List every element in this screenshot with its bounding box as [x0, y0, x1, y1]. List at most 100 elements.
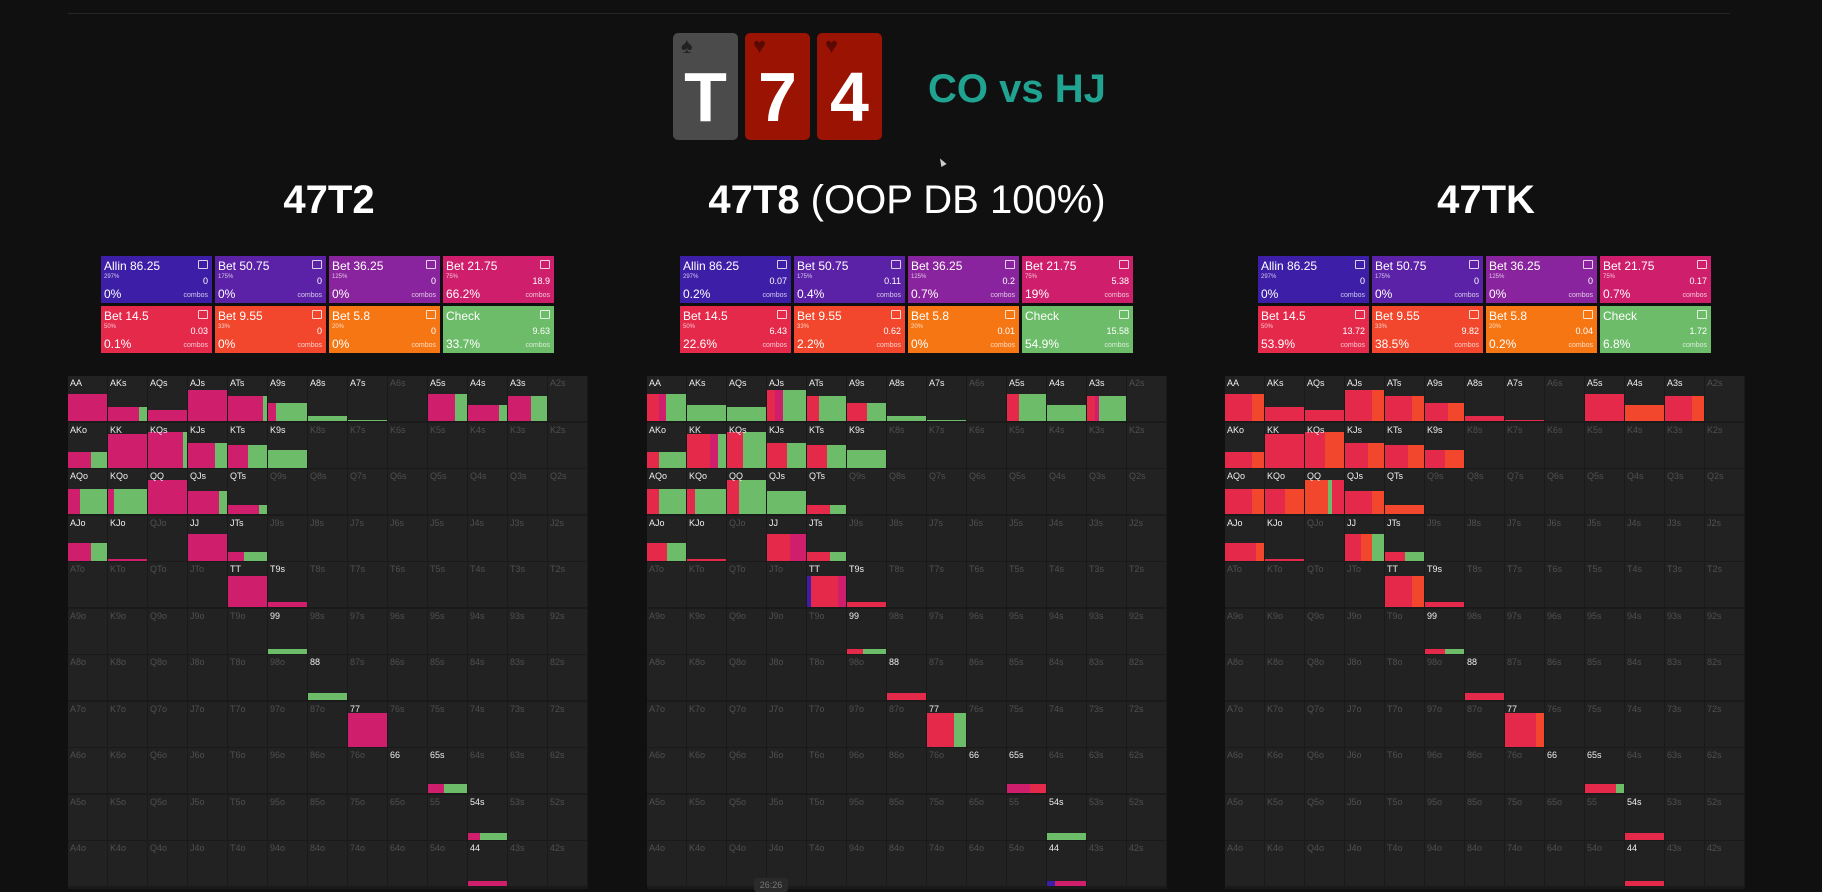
hand-cell[interactable]: K6o	[108, 748, 147, 793]
hand-cell[interactable]: 99	[847, 608, 886, 654]
hand-cell[interactable]: QJs	[767, 469, 806, 514]
hand-cell[interactable]: K8o	[687, 655, 726, 700]
hand-cell[interactable]: 44	[1047, 841, 1086, 886]
hand-cell[interactable]: QQ	[148, 469, 187, 514]
hand-cell[interactable]: T4o	[807, 841, 846, 886]
action-box[interactable]: Bet 5.8 20% 0.01 0% combos	[908, 306, 1019, 353]
action-box[interactable]: Bet 9.55 33% 9.82 38.5% combos	[1372, 306, 1483, 353]
hand-cell[interactable]: T2s	[548, 562, 587, 607]
hand-cell[interactable]: JTo	[1345, 562, 1384, 607]
hand-cell[interactable]: J4s	[1047, 515, 1086, 561]
hand-cell[interactable]: A7o	[68, 701, 107, 747]
hand-cell[interactable]: 95o	[268, 794, 307, 840]
hand-cell[interactable]: 86o	[308, 748, 347, 793]
hand-cell[interactable]: 54o	[1007, 841, 1046, 886]
action-box[interactable]: Bet 5.8 20% 0.04 0.2% combos	[1486, 306, 1597, 353]
hand-cell[interactable]: 86o	[887, 748, 926, 793]
hand-cell[interactable]: 64o	[967, 841, 1006, 886]
hand-cell[interactable]: 76s	[388, 701, 427, 747]
details-icon[interactable]	[1355, 310, 1365, 319]
hand-cell[interactable]: 66	[388, 748, 427, 793]
hand-cell[interactable]: 84s	[468, 655, 507, 700]
hand-cell[interactable]: J9o	[1345, 608, 1384, 654]
hand-cell[interactable]: 54o	[1585, 841, 1624, 886]
hand-cell[interactable]: A5s	[428, 376, 467, 421]
hand-cell[interactable]: J7s	[348, 515, 387, 561]
hand-cell[interactable]: 74s	[1047, 701, 1086, 747]
hand-cell[interactable]: J6s	[1545, 515, 1584, 561]
hand-cell[interactable]: Q8o	[148, 655, 187, 700]
hand-cell[interactable]: T7s	[927, 562, 966, 607]
hand-cell[interactable]: 72s	[1705, 701, 1744, 747]
action-box[interactable]: Check 1.72 6.8% combos	[1600, 306, 1711, 353]
hand-cell[interactable]: 65o	[388, 794, 427, 840]
hand-cell[interactable]: 86s	[967, 655, 1006, 700]
hand-cell[interactable]: Q5o	[727, 794, 766, 840]
hand-cell[interactable]: 75o	[1505, 794, 1544, 840]
hand-cell[interactable]: Q8s	[887, 469, 926, 514]
hand-cell[interactable]: K3s	[1087, 422, 1126, 468]
hand-cell[interactable]: Q9o	[727, 608, 766, 654]
hand-cell[interactable]: J9o	[767, 608, 806, 654]
hand-cell[interactable]: ATs	[807, 376, 846, 421]
action-box[interactable]: Bet 14.5 50% 13.72 53.9% combos	[1258, 306, 1369, 353]
hand-cell[interactable]: A3s	[1665, 376, 1704, 421]
details-icon[interactable]	[1469, 260, 1479, 269]
hand-cell[interactable]: 94o	[1425, 841, 1464, 886]
hand-cell[interactable]: T9s	[1425, 562, 1464, 607]
hand-cell[interactable]: QQ	[727, 469, 766, 514]
hand-cell[interactable]: 97s	[348, 608, 387, 654]
hand-cell[interactable]: KTo	[1265, 562, 1304, 607]
hand-cell[interactable]: 74o	[348, 841, 387, 886]
hand-cell[interactable]: JJ	[1345, 515, 1384, 561]
hand-cell[interactable]: 62s	[1127, 748, 1166, 793]
hand-cell[interactable]: A7o	[1225, 701, 1264, 747]
hand-cell[interactable]: T9o	[807, 608, 846, 654]
hand-cell[interactable]: Q2s	[548, 469, 587, 514]
hand-cell[interactable]: 55	[1007, 794, 1046, 840]
hand-cell[interactable]: A5s	[1007, 376, 1046, 421]
action-box[interactable]: Bet 14.5 50% 0.03 0.1% combos	[101, 306, 212, 353]
details-icon[interactable]	[1697, 260, 1707, 269]
hand-cell[interactable]: 44	[1625, 841, 1664, 886]
details-icon[interactable]	[1355, 260, 1365, 269]
hand-cell[interactable]: 85o	[308, 794, 347, 840]
hand-cell[interactable]: Q6s	[388, 469, 427, 514]
hand-cell[interactable]: A4s	[1625, 376, 1664, 421]
hand-cell[interactable]: Q7o	[1305, 701, 1344, 747]
hand-cell[interactable]: 75o	[927, 794, 966, 840]
hand-cell[interactable]: A9o	[68, 608, 107, 654]
hand-cell[interactable]: 72s	[1127, 701, 1166, 747]
hand-cell[interactable]: A7s	[1505, 376, 1544, 421]
hand-cell[interactable]: 54s	[1047, 794, 1086, 840]
action-box[interactable]: Bet 36.25 125% 0 0% combos	[1486, 256, 1597, 303]
hand-cell[interactable]: KQs	[727, 422, 766, 468]
details-icon[interactable]	[198, 310, 208, 319]
hand-cell[interactable]: 42s	[548, 841, 587, 886]
hand-cell[interactable]: ATo	[647, 562, 686, 607]
hand-cell[interactable]: Q4s	[468, 469, 507, 514]
hand-cell[interactable]: T9s	[268, 562, 307, 607]
hand-cell[interactable]: QTs	[228, 469, 267, 514]
hand-cell[interactable]: Q9o	[1305, 608, 1344, 654]
hand-cell[interactable]: J9o	[188, 608, 227, 654]
hand-cell[interactable]: T7o	[1385, 701, 1424, 747]
hand-cell[interactable]: 55	[428, 794, 467, 840]
hand-cell[interactable]: AQo	[1225, 469, 1264, 514]
action-box[interactable]: Allin 86.25 297% 0.07 0.2% combos	[680, 256, 791, 303]
hand-cell[interactable]: T6o	[1385, 748, 1424, 793]
hand-cell[interactable]: KJs	[1345, 422, 1384, 468]
hand-cell[interactable]: 99	[1425, 608, 1464, 654]
hand-cell[interactable]: K5s	[428, 422, 467, 468]
hand-cell[interactable]: JTo	[188, 562, 227, 607]
hand-cell[interactable]: 87o	[887, 701, 926, 747]
hand-cell[interactable]: 75s	[1585, 701, 1624, 747]
hand-cell[interactable]: AJo	[647, 515, 686, 561]
hand-cell[interactable]: K5s	[1007, 422, 1046, 468]
hand-cell[interactable]: 53s	[508, 794, 547, 840]
hand-cell[interactable]: J6o	[1345, 748, 1384, 793]
hand-cell[interactable]: KK	[108, 422, 147, 468]
hand-cell[interactable]: A8s	[1465, 376, 1504, 421]
details-icon[interactable]	[540, 310, 550, 319]
hand-cell[interactable]: AQs	[1305, 376, 1344, 421]
